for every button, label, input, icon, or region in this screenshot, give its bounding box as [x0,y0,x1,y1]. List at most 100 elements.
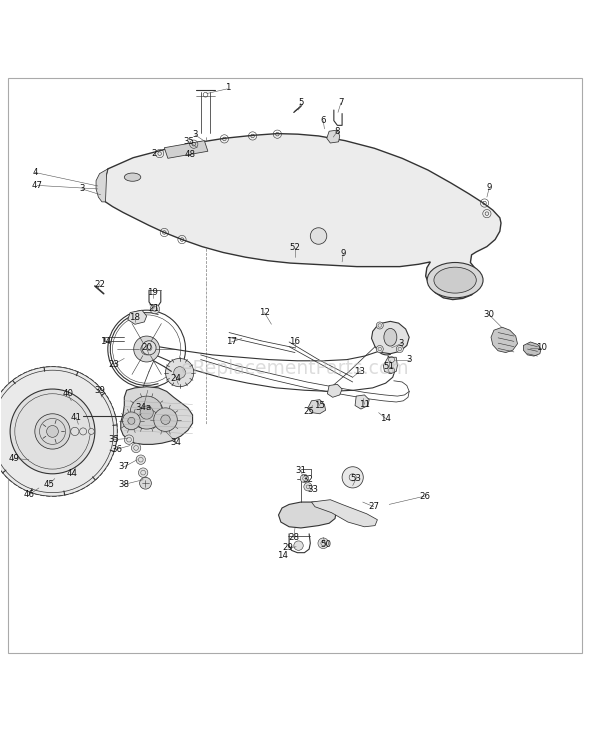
Text: 3: 3 [398,338,404,348]
Text: 53: 53 [350,474,362,483]
Polygon shape [312,500,378,527]
Circle shape [342,466,363,488]
Text: 16: 16 [290,338,300,346]
Ellipse shape [384,328,397,346]
Text: 38: 38 [119,480,130,489]
Circle shape [139,468,148,477]
Text: 34a: 34a [135,404,151,412]
Text: 37: 37 [119,462,130,471]
Circle shape [130,396,163,429]
Text: 3: 3 [79,184,85,194]
Circle shape [35,414,70,449]
Polygon shape [372,322,409,354]
Circle shape [0,367,117,496]
Text: 51: 51 [384,362,395,371]
Text: 35: 35 [108,435,119,444]
Text: 44: 44 [67,469,78,478]
Circle shape [161,415,170,425]
Polygon shape [327,385,342,397]
Circle shape [128,417,135,425]
Polygon shape [355,395,369,409]
Circle shape [376,322,384,329]
Text: 11: 11 [359,400,370,409]
Text: 36: 36 [112,444,123,453]
Circle shape [142,341,156,355]
Circle shape [134,336,160,362]
Circle shape [318,538,329,548]
Text: 49: 49 [8,454,19,463]
Text: 1: 1 [225,83,230,92]
Text: 7: 7 [338,99,343,107]
Circle shape [300,474,309,482]
Text: 41: 41 [71,413,81,422]
Circle shape [294,541,303,550]
Circle shape [396,346,404,352]
Circle shape [136,455,146,464]
Circle shape [310,228,327,244]
Text: 31: 31 [296,466,306,474]
Polygon shape [165,140,208,159]
Text: 13: 13 [354,367,365,376]
Ellipse shape [427,262,483,298]
Text: 25: 25 [304,407,314,416]
Text: 40: 40 [63,389,73,398]
Text: 45: 45 [44,480,54,489]
Text: 30: 30 [484,311,495,319]
Text: 29: 29 [283,543,293,553]
Text: 9: 9 [340,249,346,258]
Text: 20: 20 [141,344,152,352]
Circle shape [304,482,312,491]
Circle shape [154,408,177,431]
Circle shape [124,435,134,444]
Text: 34: 34 [171,438,182,447]
Circle shape [88,428,94,434]
Text: 12: 12 [259,308,270,317]
Text: 10: 10 [536,344,546,352]
Text: 21: 21 [148,305,159,314]
Text: 17: 17 [226,338,237,346]
Polygon shape [327,130,340,143]
Polygon shape [96,169,108,202]
Text: 28: 28 [289,533,299,542]
Circle shape [132,443,141,452]
Circle shape [140,477,152,489]
Circle shape [173,367,185,379]
Circle shape [150,304,160,314]
Text: 14: 14 [277,550,287,559]
Text: 27: 27 [368,502,379,511]
Text: 50: 50 [320,540,331,549]
Text: 4: 4 [32,168,38,177]
Polygon shape [121,387,192,444]
Text: 32: 32 [303,475,313,484]
Text: 35: 35 [183,137,195,146]
Polygon shape [102,134,501,300]
Circle shape [140,406,153,419]
Text: 15: 15 [314,401,325,410]
Polygon shape [523,342,541,356]
Text: 52: 52 [290,243,300,252]
Ellipse shape [124,173,141,181]
Text: 48: 48 [185,151,196,159]
Circle shape [71,428,79,436]
Text: 24: 24 [171,374,182,383]
Text: 14: 14 [380,414,391,423]
Circle shape [141,343,153,355]
Text: 33: 33 [307,485,318,493]
Text: 2: 2 [151,149,156,158]
Text: 8: 8 [335,126,340,136]
Circle shape [80,428,87,435]
Circle shape [123,412,140,430]
Text: 22: 22 [94,280,105,289]
Text: 46: 46 [24,491,34,499]
Text: 18: 18 [129,313,140,322]
Polygon shape [308,400,326,414]
Text: 19: 19 [147,288,158,297]
Text: 3: 3 [192,130,198,140]
Polygon shape [278,502,336,528]
Circle shape [47,425,58,437]
Circle shape [0,367,117,496]
Text: 5: 5 [298,99,304,107]
Polygon shape [384,357,398,374]
Text: 47: 47 [32,181,42,190]
Text: 26: 26 [419,492,430,501]
